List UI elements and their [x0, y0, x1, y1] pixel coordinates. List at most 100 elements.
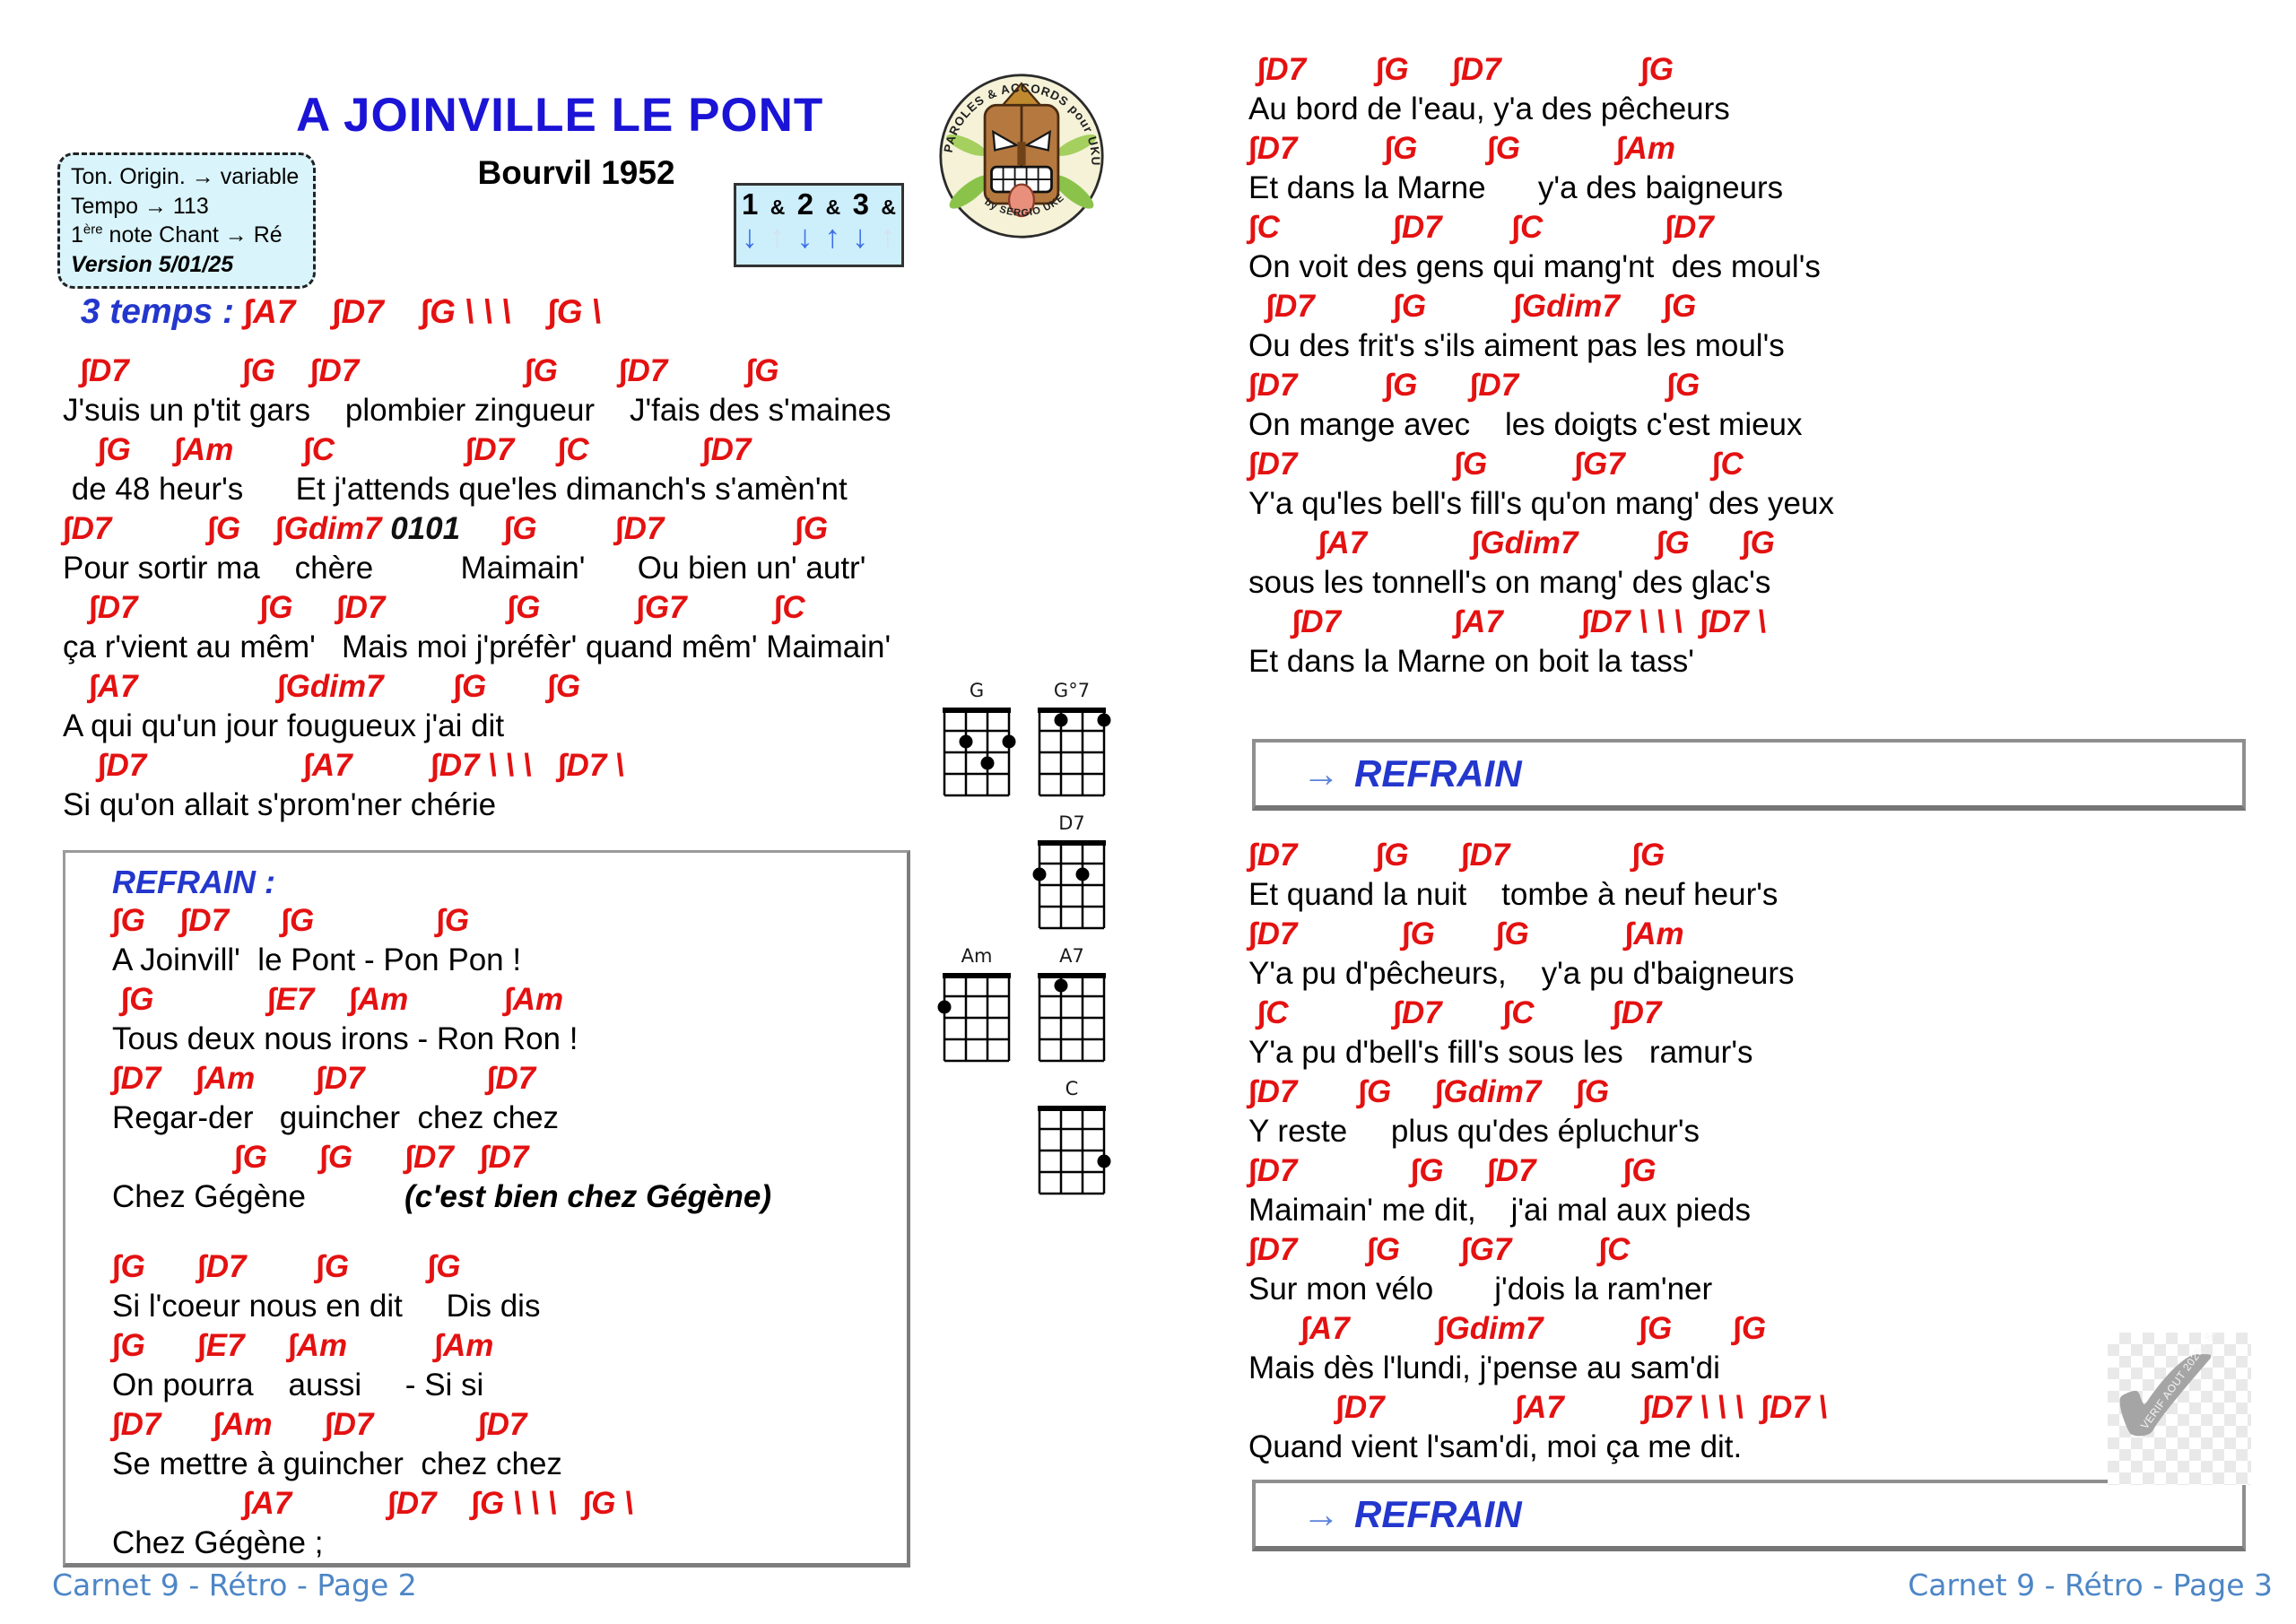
chord-line: ∫D7 ∫G ∫D7 ∫G [1248, 1153, 1657, 1188]
lyric-line: Y reste plus qu'des épluchur's [1248, 1114, 1700, 1149]
lyric-line: Si l'coeur nous en dit Dis dis [112, 1289, 541, 1324]
diagram-label: D7 [1058, 812, 1085, 834]
chord-line: ∫D7 ∫G ∫G7 ∫C [1248, 1232, 1631, 1267]
song-line: ∫D7 ∫A7 ∫D7 \ \ \ ∫D7 \ Quand vient l'sa… [1248, 1388, 1827, 1467]
chord-line: ∫D7 ∫A7 ∫D7 \ \ \ ∫D7 \ [1248, 604, 1767, 639]
chord-line: ∫D7 ∫G ∫D7 ∫G ∫G7 ∫C [63, 590, 805, 625]
lyric-line: Quand vient l'sam'di, moi ça me dit. [1248, 1429, 1743, 1464]
chord-diagram-panel: G G°7 D7 Am A7 [929, 680, 1119, 1211]
refrain-link-2: → REFRAIN [1252, 1480, 2246, 1551]
check-stamp: ✔ VERIF AOUT 2025 - Sergio-Uke.fr [2108, 1333, 2251, 1485]
song-line: ∫D7 ∫G ∫D7 ∫G ∫D7 ∫G J'suis un p'tit gar… [63, 352, 891, 430]
chord-line: ∫D7 ∫Am ∫D7 ∫D7 [112, 1407, 527, 1442]
lyric-line: Ou des frit's s'ils aiment pas les moul'… [1248, 328, 1785, 363]
chord-diagram-C: C [1032, 1078, 1111, 1211]
up-arrow-icon: ↑ [769, 218, 786, 255]
song-line: ∫G ∫D7 ∫G ∫G Si l'coeur nous en dit Dis … [112, 1247, 907, 1326]
chord-line: ∫G ∫D7 ∫G ∫G [112, 1249, 461, 1284]
fingering-code: 0101 [390, 511, 461, 546]
spacer [112, 1217, 907, 1247]
song-line: ∫G ∫G ∫D7 ∫D7 Chez Gégène (c'est bien che… [112, 1138, 907, 1217]
lyric-line: de 48 heur's Et j'attends que'les dimanc… [63, 472, 848, 507]
chord-line: ∫D7 ∫Am ∫D7 ∫D7 [112, 1061, 536, 1096]
lyric-line: Mais dès l'lundi, j'pense au sam'di [1248, 1350, 1720, 1385]
lyric-line: Et dans la Marne y'a des baigneurs [1248, 170, 1784, 205]
chord-line: ∫A7 ∫Gdim7 ∫G ∫G [63, 669, 581, 704]
diagram-label: Am [961, 945, 993, 967]
song-line: ∫A7 ∫Gdim7 ∫G ∫G sous les tonnell's on m… [1248, 524, 1834, 603]
tiki-logo: PAROLES & ACCORDS pour UKULELE by SERGIO… [938, 68, 1104, 239]
song-line: ∫D7 ∫G ∫G ∫Am Et dans la Marne y'a des b… [1248, 129, 1834, 208]
lyric-line: On mange avec les doigts c'est mieux [1248, 407, 1803, 442]
info-box: Ton. Origin. → variable Tempo → 113 1ère… [57, 152, 316, 289]
song-line: ∫D7 ∫G ∫D7 ∫G Maimain' me dit, j'ai mal … [1248, 1151, 1827, 1230]
song-line: ∫D7 ∫Am ∫D7 ∫D7 Se mettre à guincher che… [112, 1405, 907, 1484]
chord-diagram-Gdim7: G°7 [1032, 680, 1111, 812]
song-line: ∫D7 ∫A7 ∫D7 \ \ \ ∫D7 \ Si qu'on allait … [63, 746, 891, 825]
up-arrow-icon: ↑ [879, 218, 896, 255]
song-line: ∫D7 ∫G ∫D7 ∫G ∫G7 ∫C ça r'vient au mêm' … [63, 588, 891, 667]
page-footer-right: Carnet 9 - Rétro - Page 3 [1908, 1568, 2273, 1602]
lyric-line: Y'a pu d'bell's fill's sous les ramur's [1248, 1035, 1753, 1070]
chord-line: ∫D7 ∫G ∫Gdim7 ∫G [1248, 1074, 1610, 1109]
diagram-label: G°7 [1053, 680, 1091, 701]
refrain-link-label: REFRAIN [1354, 1493, 1522, 1535]
song-line: ∫D7 ∫G ∫D7 ∫G On mange avec les doigts c… [1248, 366, 1834, 445]
lyric-line: Y'a qu'les bell's fill's qu'on mang' des… [1248, 486, 1834, 521]
strum-arrows: ↓ ↑ ↓ ↑ ↓ ↑ [742, 218, 896, 256]
song-line: ∫D7 ∫G ∫G ∫Am Y'a pu d'pêcheurs, y'a pu … [1248, 915, 1827, 994]
song-artist: Bourvil 1952 [477, 154, 675, 191]
chord-line: ∫D7 ∫G ∫D7 ∫G [1248, 368, 1700, 403]
song-line: ∫D7 ∫G ∫D7 ∫G Au bord de l'eau, y'a des … [1248, 50, 1834, 129]
lyric-line: Regar-der guincher chez chez [112, 1100, 560, 1135]
lyric-line: On voit des gens qui mang'nt des moul's [1248, 249, 1821, 284]
info-line-key: Ton. Origin. → variable [71, 164, 300, 189]
refrain-box: REFRAIN : ∫G ∫D7 ∫G ∫G A Joinvill' le Po… [63, 850, 910, 1568]
down-arrow-icon: ↓ [852, 218, 869, 255]
intro-label: 3 temps : [80, 292, 244, 331]
diagram-label: C [1065, 1078, 1079, 1099]
lyric-line: sous les tonnell's on mang' des glac's [1248, 565, 1771, 600]
chord-line: ∫C ∫D7 ∫C ∫D7 [1248, 995, 1662, 1030]
song-line: ∫G ∫Am ∫C ∫D7 ∫C ∫D7 de 48 heur's Et j'a… [63, 430, 891, 509]
down-arrow-icon: ↓ [742, 218, 758, 255]
lyric-line: Et dans la Marne on boit la tass' [1248, 644, 1694, 679]
lyric-line: Chez Gégène (c'est bien chez Gégène) [112, 1179, 771, 1214]
chord-line: ∫A7 ∫Gdim7 ∫G ∫G [1248, 525, 1775, 560]
song-line: ∫D7 ∫A7 ∫D7 \ \ \ ∫D7 \ Et dans la Marne… [1248, 603, 1834, 682]
rhythm-counts: 1 & 2 & 3 & [742, 187, 896, 221]
lyric-line: Et quand la nuit tombe à neuf heur's [1248, 877, 1779, 912]
lyric-line: ça r'vient au mêm' Mais moi j'préfèr' qu… [63, 630, 891, 664]
count-3: 3 [852, 187, 869, 221]
lyric-line: Se mettre à guincher chez chez [112, 1446, 562, 1481]
song-line: ∫D7 ∫G ∫Gdim7 0101 ∫G ∫D7 ∫G Pour sortir… [63, 509, 891, 588]
down-arrow-icon: ↓ [796, 218, 813, 255]
chord-line: ∫C ∫D7 ∫C ∫D7 [1248, 210, 1714, 245]
chord-line: ∫D7 ∫G ∫Gdim7 0101 ∫G ∫D7 ∫G [63, 511, 829, 546]
song-line: ∫A7 ∫D7 ∫G \ \ \ ∫G \ Chez Gégène ; [112, 1484, 907, 1563]
song-line: ∫A7 ∫Gdim7 ∫G ∫G Mais dès l'lundi, j'pen… [1248, 1309, 1827, 1388]
song-line: ∫D7 ∫G ∫G7 ∫C Y'a qu'les bell's fill's q… [1248, 445, 1834, 524]
chord-line: ∫D7 ∫G ∫D7 ∫G ∫D7 ∫G [63, 353, 779, 388]
chord-diagram-D7: D7 [1032, 812, 1111, 945]
lyric-line: Au bord de l'eau, y'a des pêcheurs [1248, 91, 1730, 126]
right-arrow-icon: → [1302, 752, 1340, 795]
chord-line: ∫A7 ∫D7 ∫G \ \ \ ∫G \ [112, 1486, 633, 1521]
count-1: 1 [742, 187, 759, 221]
info-line-version: Version 5/01/25 [71, 251, 234, 277]
count-2: 2 [796, 187, 814, 221]
song-line: ∫D7 ∫G ∫Gdim7 ∫G Ou des frit's s'ils aim… [1248, 287, 1834, 366]
song-line: ∫C ∫D7 ∫C ∫D7 On voit des gens qui mang'… [1248, 208, 1834, 287]
lyric-line: Pour sortir ma chère Maimain' Ou bien un… [63, 551, 866, 586]
count-and: & [881, 195, 896, 219]
lyric-line: A Joinvill' le Pont - Pon Pon ! [112, 942, 522, 977]
rhythm-box: 1 & 2 & 3 & ↓ ↑ ↓ ↑ ↓ ↑ [734, 183, 904, 267]
lyric-line: Chez Gégène ; [112, 1525, 324, 1560]
up-arrow-icon: ↑ [824, 218, 841, 255]
right-arrow-icon: → [1302, 1493, 1340, 1535]
verse-1: ∫D7 ∫G ∫D7 ∫G ∫D7 ∫G J'suis un p'tit gar… [63, 352, 891, 825]
checkmark-icon: ✔ [2108, 1333, 2229, 1485]
info-line-tempo: Tempo → 113 [71, 193, 209, 219]
count-and: & [825, 195, 841, 219]
song-line: ∫D7 ∫G ∫D7 ∫G Et quand la nuit tombe à n… [1248, 836, 1827, 915]
